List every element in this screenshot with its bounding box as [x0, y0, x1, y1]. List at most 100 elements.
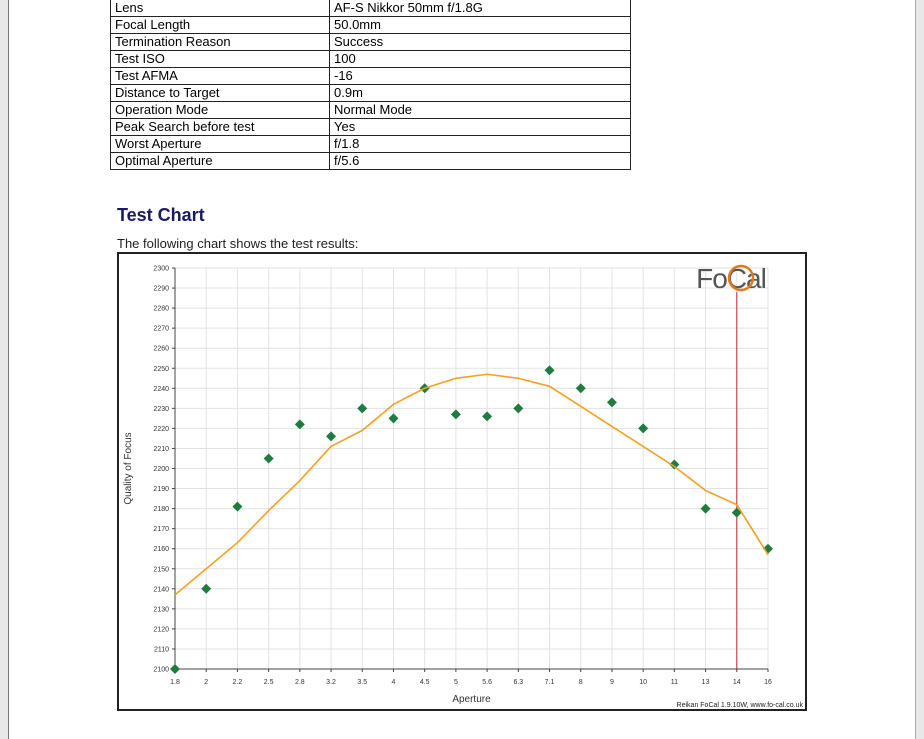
- x-tick-label: 5: [454, 679, 458, 686]
- x-tick-label: 4: [392, 679, 396, 686]
- label-cell: Optimal Aperture: [110, 152, 330, 170]
- y-tick-label: 2120: [153, 626, 169, 633]
- value-cell: 50.0mm: [329, 16, 631, 34]
- x-tick-label: 2: [204, 679, 208, 686]
- table-row: Peak Search before test Yes: [110, 118, 631, 136]
- x-tick-label: 9: [610, 679, 614, 686]
- x-tick-label: 4.5: [420, 679, 430, 686]
- y-tick-label: 2150: [153, 566, 169, 573]
- data-point: [294, 419, 305, 430]
- table-row: Operation Mode Normal Mode: [110, 101, 631, 119]
- y-tick-label: 2170: [153, 526, 169, 533]
- y-tick-label: 2160: [153, 546, 169, 553]
- label-cell: Termination Reason: [110, 33, 330, 51]
- value-cell: AF-S Nikkor 50mm f/1.8G: [329, 0, 631, 17]
- chart-frame: [117, 252, 807, 711]
- y-tick-label: 2190: [153, 486, 169, 493]
- footer: Reikan FoCal 1.9.10W, www.fo-cal.co.uk: [677, 702, 804, 709]
- data-point: [544, 365, 555, 376]
- label-cell: Worst Aperture: [110, 135, 330, 153]
- data-point: [638, 423, 649, 434]
- label-cell: Lens: [110, 0, 330, 17]
- x-tick-label: 8: [579, 679, 583, 686]
- value-cell: Success: [329, 33, 631, 51]
- table-row: Lens AF-S Nikkor 50mm f/1.8G: [110, 0, 631, 17]
- value-cell: f/1.8: [329, 135, 631, 153]
- x-tick-label: 3.2: [326, 679, 336, 686]
- data-point: [482, 411, 493, 422]
- data-point: [450, 409, 461, 420]
- x-tick-label: 2.2: [233, 679, 243, 686]
- logo-ring: [727, 264, 755, 292]
- x-tick-label: 7.1: [545, 679, 555, 686]
- y-tick-label: 2270: [153, 326, 169, 333]
- data-point: [263, 453, 274, 464]
- y-tick-label: 2260: [153, 346, 169, 353]
- label-cell: Test ISO: [110, 50, 330, 68]
- y-tick-label: 2250: [153, 366, 169, 373]
- y-tick-label: 2100: [153, 667, 169, 674]
- y-tick-label: 2130: [153, 606, 169, 613]
- y-tick-label: 2110: [154, 646, 169, 653]
- section-intro: The following chart shows the test resul…: [117, 236, 359, 251]
- x-tick-label: 2.5: [264, 679, 274, 686]
- value-cell: 0.9m: [329, 84, 631, 102]
- value-cell: Yes: [329, 118, 631, 136]
- value-cell: f/5.6: [329, 152, 631, 170]
- results-table: Lens AF-S Nikkor 50mm f/1.8G Focal Length 5…: [110, 0, 631, 170]
- y-tick-label: 2140: [153, 586, 169, 593]
- data-point: [326, 431, 337, 442]
- y-tick-label: 2240: [153, 386, 169, 393]
- table-row: Termination Reason Success: [110, 33, 631, 51]
- x-tick-label: 13: [702, 679, 710, 686]
- x-tick-label: 6.3: [513, 679, 523, 686]
- section-heading: Test Chart: [117, 205, 205, 225]
- value-cell: Normal Mode: [329, 101, 631, 119]
- x-axis-label: Aperture: [452, 694, 491, 705]
- data-point: [575, 383, 586, 394]
- y-tick-label: 2210: [153, 446, 169, 453]
- x-tick-label: 10: [639, 679, 647, 686]
- data-point: [513, 403, 524, 414]
- document-page: Lens AF-S Nikkor 50mm f/1.8G Focal Length 5…: [8, 0, 916, 739]
- label-cell: Peak Search before test: [110, 118, 330, 136]
- label-cell: Test AFMA: [110, 67, 330, 85]
- data-point: [357, 403, 368, 414]
- data-point: [669, 459, 680, 470]
- data-point: [388, 413, 399, 424]
- data-point: [731, 507, 742, 518]
- data-point: [170, 664, 180, 674]
- y-tick-label: 2290: [153, 286, 169, 293]
- y-tick-label: 2180: [153, 506, 169, 513]
- data-point: [700, 503, 711, 514]
- fit-line: [174, 373, 769, 596]
- table-row: Test ISO 100: [110, 50, 631, 68]
- table-row: Test AFMA -16: [110, 67, 631, 85]
- logo: FoCal: [696, 263, 766, 294]
- label-cell: Distance to Target: [110, 84, 330, 102]
- y-tick-label: 2280: [153, 306, 169, 313]
- y-tick-label: 2300: [153, 266, 169, 273]
- table-row: Worst Aperture f/1.8: [110, 135, 631, 153]
- x-tick-label: 16: [764, 679, 772, 686]
- value-cell: 100: [329, 50, 631, 68]
- table-row: Focal Length 50.0mm: [110, 16, 631, 34]
- y-tick-label: 2230: [153, 406, 169, 413]
- data-point: [606, 397, 617, 408]
- y-tick-label: 2220: [153, 426, 169, 433]
- label-cell: Operation Mode: [110, 101, 330, 119]
- x-tick-label: 11: [671, 679, 678, 686]
- chart: 2100 2110 2120 2130 2140 2150 2160 2170 2180 2190…: [117, 252, 807, 711]
- x-tick-label: 2.8: [295, 679, 305, 686]
- x-tick-label: 14: [733, 679, 741, 686]
- data-point: [232, 501, 243, 512]
- y-axis-label: Quality of Focus: [123, 432, 134, 504]
- label-cell: Focal Length: [110, 16, 330, 34]
- y-tick-label: 2200: [153, 466, 169, 473]
- x-tick-label: 5.6: [482, 679, 492, 686]
- data-point: [201, 583, 212, 594]
- table-row: Optimal Aperture f/5.6: [110, 152, 631, 170]
- value-cell: -16: [329, 67, 631, 85]
- x-tick-label: 3.5: [357, 679, 367, 686]
